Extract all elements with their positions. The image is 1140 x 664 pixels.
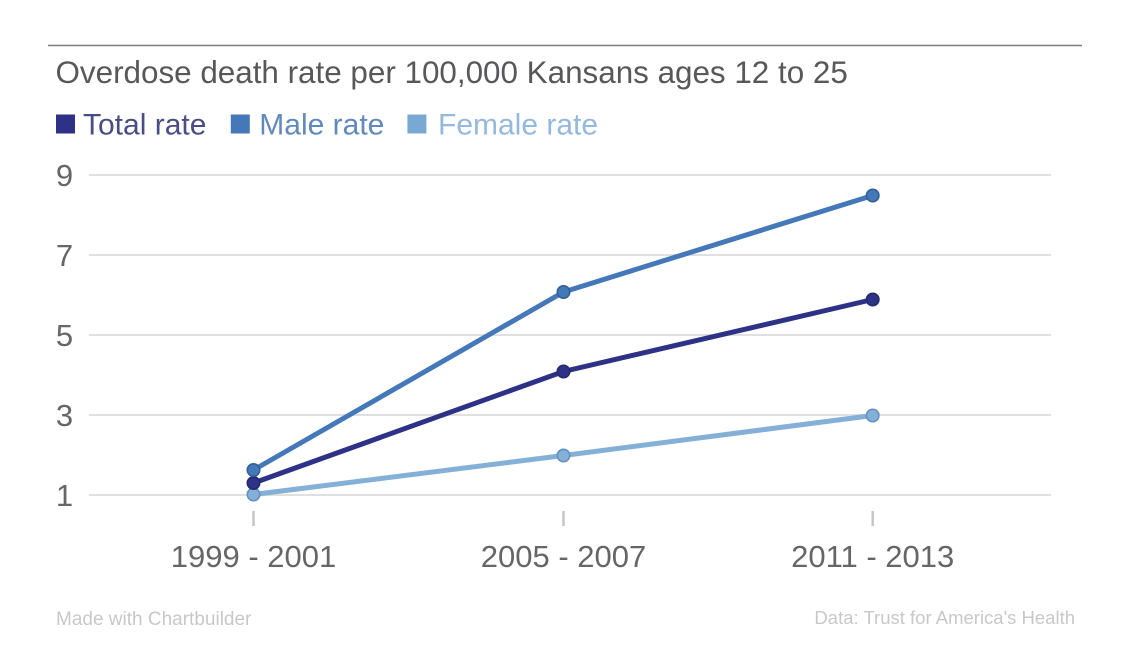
svg-text:1: 1 <box>56 478 73 513</box>
svg-text:Overdose death rate per 100,00: Overdose death rate per 100,000 Kansans … <box>56 55 848 90</box>
svg-text:Total rate: Total rate <box>83 109 206 142</box>
svg-text:7: 7 <box>56 238 73 273</box>
svg-text:2005 - 2007: 2005 - 2007 <box>481 539 646 574</box>
svg-text:3: 3 <box>56 398 73 433</box>
svg-text:2011 - 2013: 2011 - 2013 <box>791 539 954 574</box>
svg-text:Female rate: Female rate <box>438 109 598 142</box>
svg-text:5: 5 <box>56 318 73 353</box>
svg-text:Data: Trust for America's Heal: Data: Trust for America's Health <box>814 607 1075 628</box>
svg-text:Made with Chartbuilder: Made with Chartbuilder <box>56 609 252 630</box>
svg-text:9: 9 <box>56 158 73 193</box>
svg-text:1999 - 2001: 1999 - 2001 <box>171 539 336 574</box>
svg-text:Male rate: Male rate <box>259 109 384 142</box>
